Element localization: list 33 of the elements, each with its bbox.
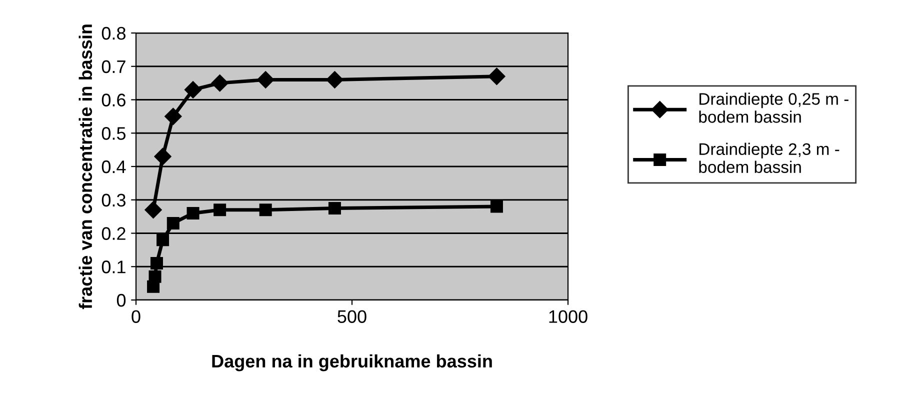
point (164, 108, 182, 125)
point (490, 200, 503, 213)
x-tick-label: 1000 (549, 310, 588, 323)
legend-label: Draindiepte 0,25 m - bodem bassin (699, 92, 848, 123)
point (148, 270, 162, 283)
point (257, 71, 274, 88)
point (184, 81, 202, 98)
point (154, 148, 172, 166)
x-axis-title: Dagen na in gebruikname bassin (212, 354, 492, 372)
point (186, 206, 200, 220)
y-tick-label: 0 (116, 294, 126, 307)
point (259, 204, 272, 216)
point (166, 216, 180, 230)
x-tick-label: 0 (132, 310, 140, 323)
point (211, 74, 228, 92)
point (214, 204, 226, 216)
x-tick-label: 500 (338, 310, 366, 323)
y-tick-label: 0.8 (102, 26, 126, 40)
point (144, 201, 162, 218)
y-tick-label: 0.2 (102, 227, 126, 240)
point (488, 68, 506, 85)
legend-label: Draindiepte 2,3 m - bodem bassin (699, 142, 840, 173)
y-axis-title: fractie van concentratie in bassin (78, 24, 92, 310)
point (156, 234, 170, 246)
y-tick-label: 0.4 (102, 160, 126, 174)
y-tick-label: 0.5 (102, 127, 126, 140)
y-tick-label: 0.6 (102, 94, 126, 106)
y-tick-label: 0.3 (102, 194, 126, 207)
y-tick-label: 0.7 (102, 60, 126, 74)
y-tick-label: 0.1 (102, 260, 126, 274)
point (328, 202, 341, 214)
point (150, 257, 163, 270)
point (326, 71, 344, 88)
